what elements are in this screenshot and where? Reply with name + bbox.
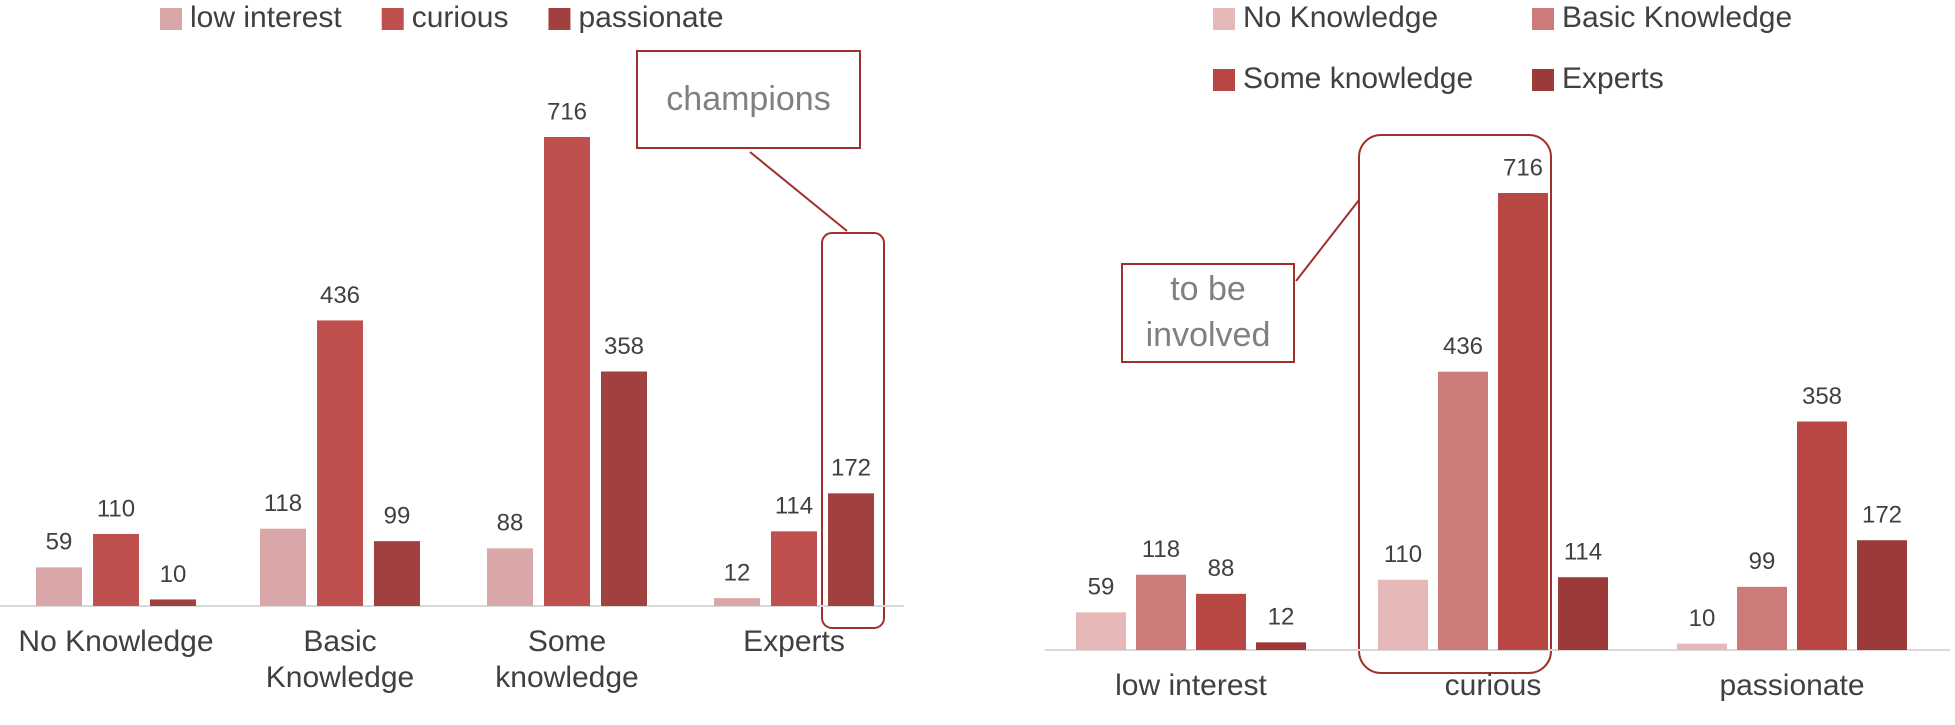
bar	[93, 533, 139, 606]
legend-swatch	[381, 8, 404, 30]
value-label: 110	[1384, 541, 1422, 568]
bar	[1737, 586, 1787, 650]
category-label-box: Basic Knowledge	[265, 625, 415, 694]
value-label: 88	[497, 510, 524, 537]
category-label: low interest	[1115, 669, 1267, 702]
value-label: 118	[1142, 536, 1180, 563]
bar	[317, 320, 363, 606]
legend-label: low interest	[190, 1, 342, 34]
bar	[1558, 577, 1608, 650]
value-label: 358	[604, 333, 644, 360]
legend-swatch	[1532, 69, 1554, 91]
annotation: champions	[666, 79, 831, 118]
annotation-box	[1121, 263, 1295, 363]
category-label: No Knowledge	[18, 625, 214, 658]
value-label: 436	[1443, 333, 1483, 360]
legend-label: curious	[412, 1, 509, 34]
bar	[150, 599, 196, 606]
value-label: 118	[264, 490, 302, 517]
category-label: Some knowledge	[495, 625, 639, 694]
value-label: 114	[1564, 539, 1602, 566]
value-label: 172	[831, 455, 871, 482]
bar	[260, 528, 306, 606]
legend-label: Experts	[1562, 62, 1664, 95]
value-label: 10	[1689, 605, 1716, 632]
category-label-box: Experts	[743, 625, 845, 658]
legend-label: passionate	[578, 1, 723, 34]
value-label: 436	[320, 282, 360, 309]
legend-label: No Knowledge	[1243, 1, 1438, 34]
value-label: 12	[1268, 604, 1295, 631]
bar	[487, 548, 533, 606]
annotation-box: champions	[666, 79, 831, 118]
legend-swatch	[1213, 8, 1235, 30]
legend-swatch	[548, 8, 571, 30]
annotation-box	[636, 50, 861, 149]
legend-swatch	[1532, 8, 1554, 30]
highlight-box	[821, 232, 885, 629]
legend-swatch	[160, 8, 182, 30]
bar	[36, 567, 82, 606]
annotation: to be involved	[1145, 270, 1271, 354]
value-label: 716	[547, 98, 587, 125]
category-label-box: No Knowledge	[18, 625, 214, 658]
value-label: 110	[97, 495, 135, 522]
value-label: 99	[1749, 548, 1776, 575]
bar	[714, 598, 760, 606]
value-label: 10	[160, 561, 187, 588]
category-label-box: Some knowledge	[495, 625, 639, 694]
value-label: 716	[1503, 154, 1543, 181]
category-label: passionate	[1719, 669, 1865, 702]
bar	[1857, 540, 1907, 650]
value-label: 12	[724, 559, 751, 586]
legend-swatch	[1213, 69, 1235, 91]
annotation-connector	[1295, 199, 1360, 282]
annotation-connector	[749, 151, 848, 232]
bar	[1136, 574, 1186, 650]
value-label: 172	[1862, 502, 1902, 529]
bar	[374, 541, 420, 606]
value-label: 99	[384, 502, 411, 529]
value-label: 88	[1208, 555, 1235, 582]
category-label: Basic Knowledge	[265, 625, 415, 694]
bar	[771, 531, 817, 606]
value-label: 59	[46, 529, 73, 556]
bar	[1196, 593, 1246, 650]
value-label: 59	[1088, 574, 1115, 601]
category-label-box: passionate	[1719, 669, 1865, 702]
category-label-box: low interest	[1115, 669, 1267, 702]
category-label: curious	[1444, 669, 1542, 702]
value-label: 358	[1802, 383, 1842, 410]
category-label-box: curious	[1444, 669, 1542, 702]
legend-label: Some knowledge	[1243, 62, 1473, 95]
bar	[1677, 643, 1727, 650]
annotation-box: to be involved	[1145, 270, 1271, 354]
bar	[1378, 579, 1428, 650]
bar	[1438, 371, 1488, 650]
bar	[1797, 421, 1847, 650]
bar	[544, 137, 590, 606]
category-label: Experts	[743, 625, 845, 658]
value-label: 114	[775, 493, 813, 520]
bar	[828, 493, 874, 606]
bar	[1076, 612, 1126, 650]
bar	[1498, 193, 1548, 650]
highlight-box	[1358, 134, 1552, 674]
legend-label: Basic Knowledge	[1562, 1, 1792, 34]
bar	[1256, 642, 1306, 650]
bar	[601, 371, 647, 606]
